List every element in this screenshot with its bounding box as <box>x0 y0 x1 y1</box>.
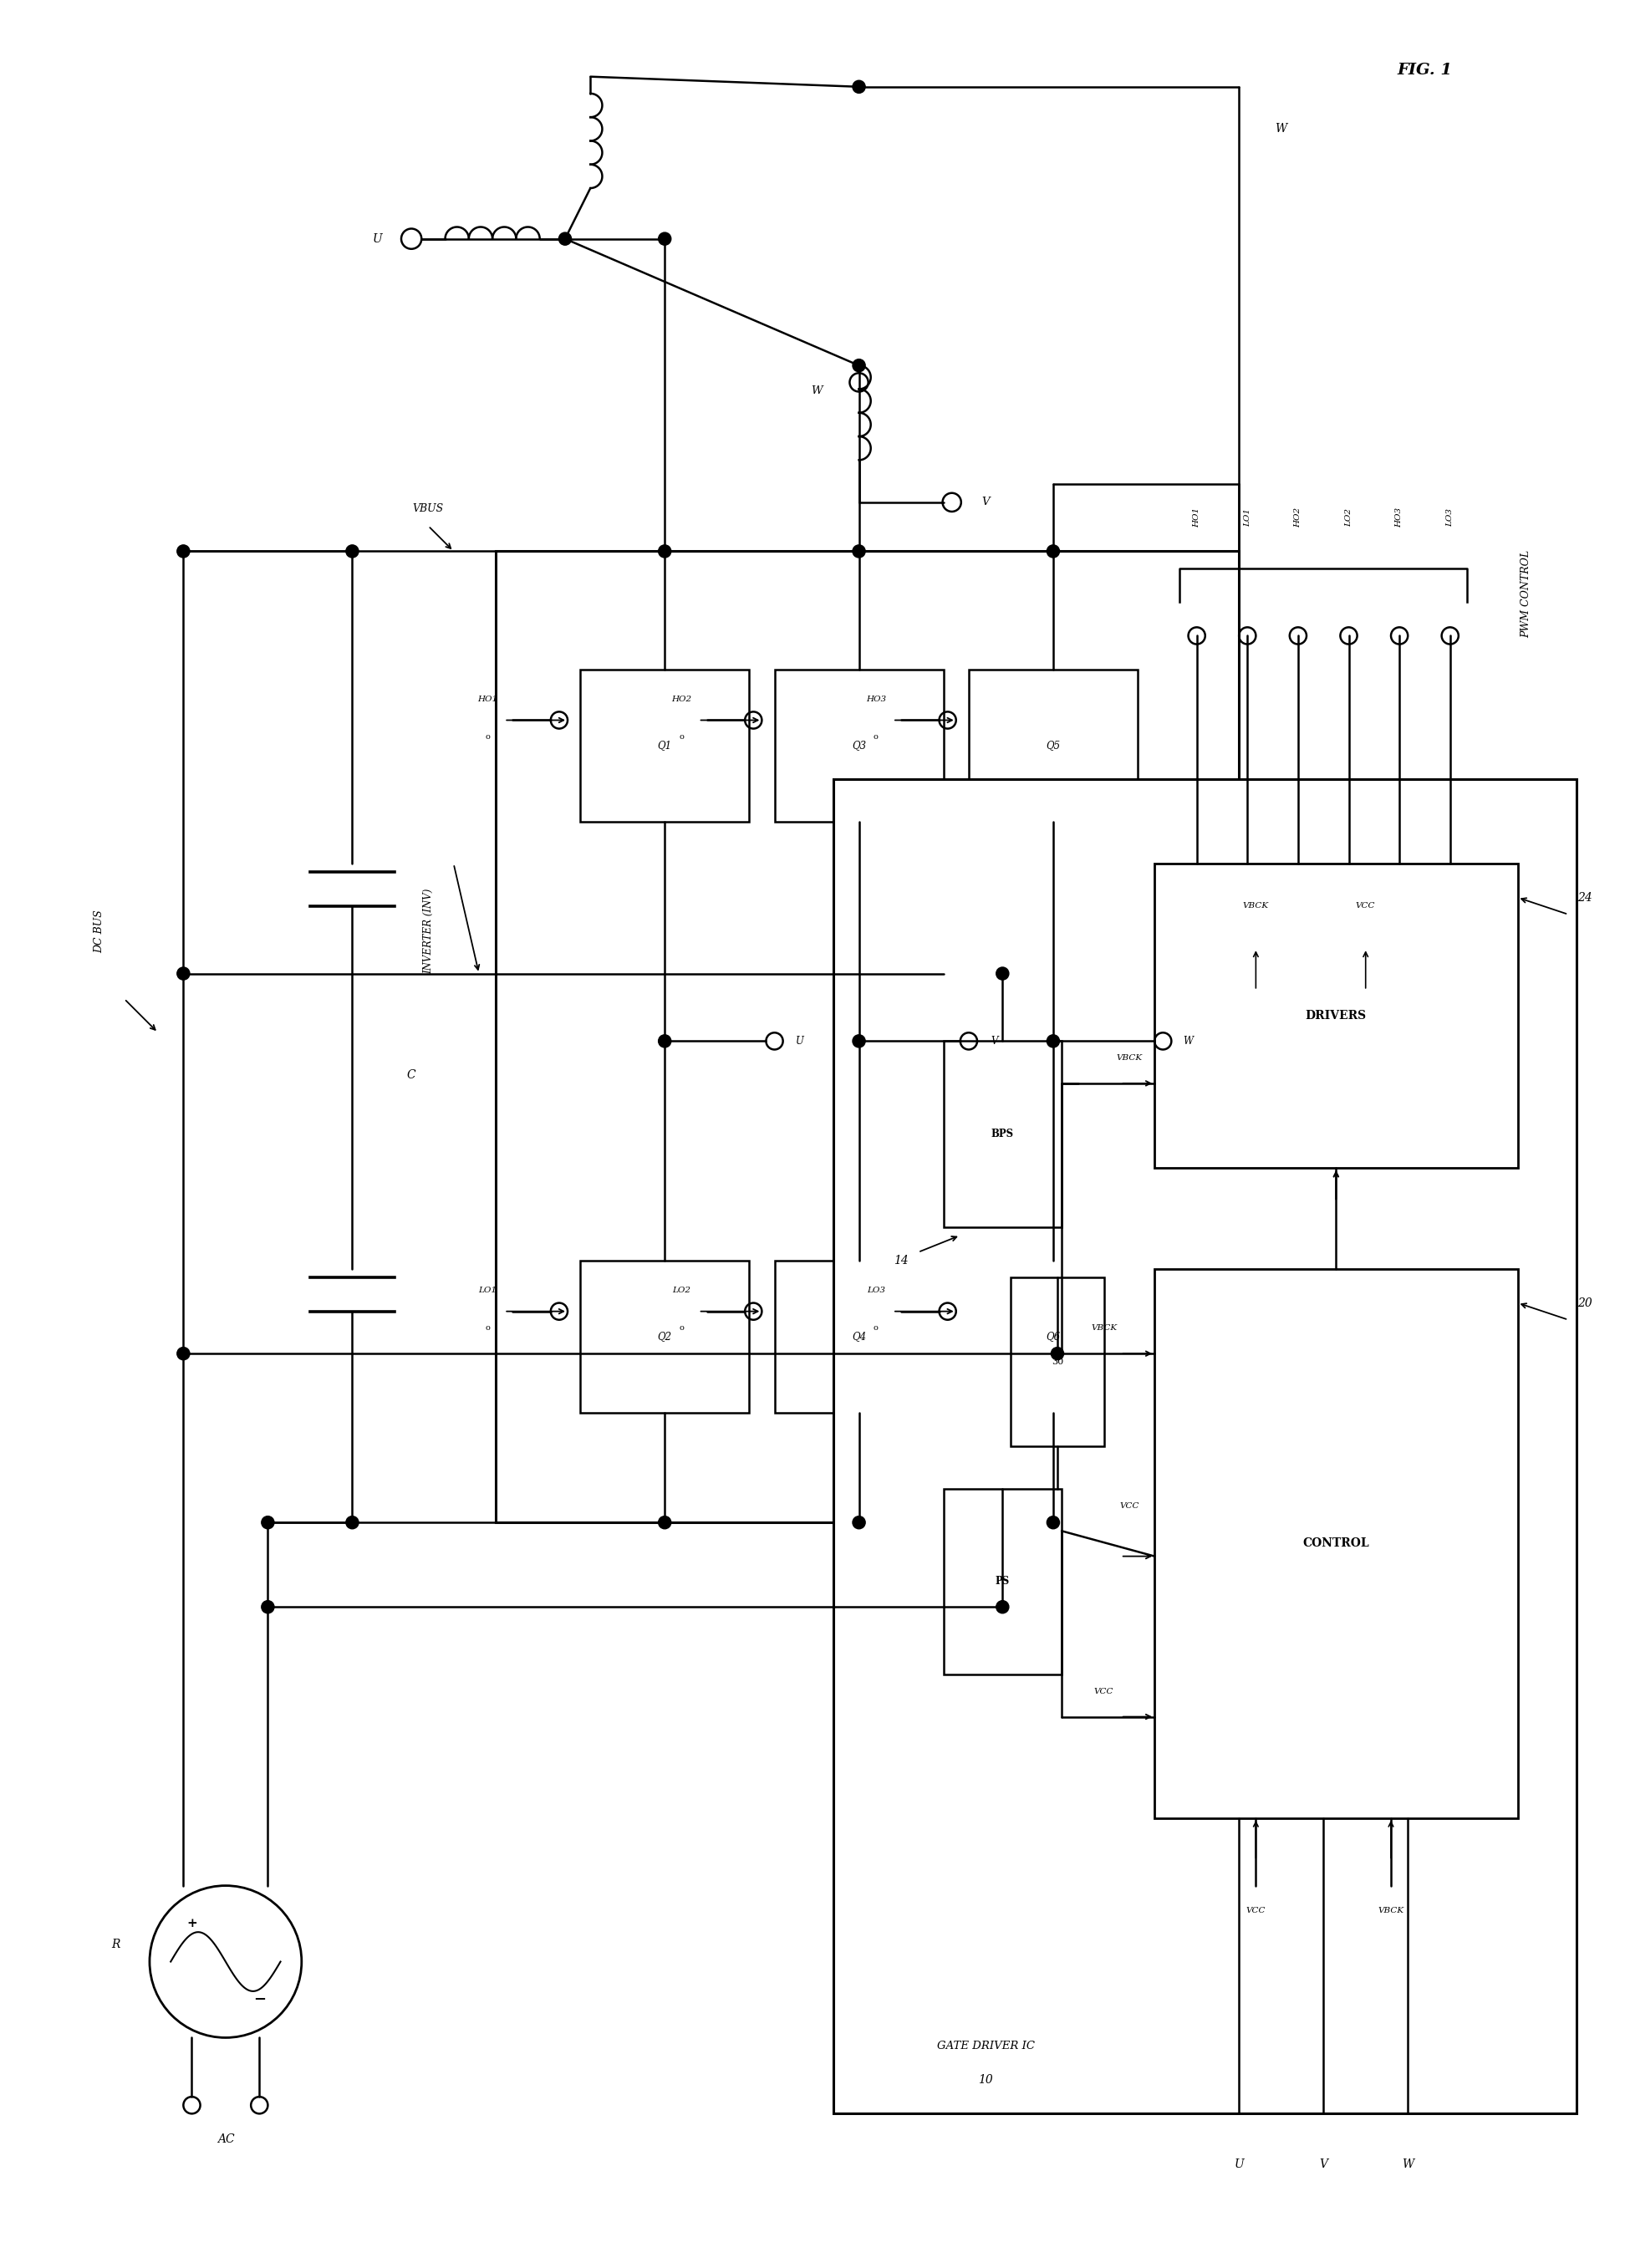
Text: BPS: BPS <box>991 1129 1014 1139</box>
Bar <box>1154 1270 1518 1819</box>
Text: W: W <box>1276 122 1287 134</box>
Circle shape <box>1046 1034 1059 1048</box>
Text: INVERTER (INV): INVERTER (INV) <box>422 889 434 973</box>
Text: VBCK: VBCK <box>1378 1907 1404 1914</box>
Text: R: R <box>112 1939 120 1950</box>
Text: Q5: Q5 <box>1046 739 1061 751</box>
Text: o: o <box>679 1325 684 1331</box>
Circle shape <box>262 1515 275 1529</box>
Bar <box>968 669 1138 821</box>
Circle shape <box>262 1601 275 1613</box>
Text: LO2: LO2 <box>673 1286 691 1295</box>
Text: VCC: VCC <box>1120 1501 1139 1510</box>
Circle shape <box>853 1034 865 1048</box>
Text: DC BUS: DC BUS <box>94 909 104 953</box>
Circle shape <box>177 966 190 980</box>
Text: Q1: Q1 <box>658 739 671 751</box>
Text: VCC: VCC <box>1094 1687 1113 1694</box>
Text: Q6: Q6 <box>1046 1331 1061 1343</box>
Text: C: C <box>406 1068 416 1082</box>
Text: VBCK: VBCK <box>1090 1325 1116 1331</box>
Circle shape <box>853 1515 865 1529</box>
Circle shape <box>1046 544 1059 558</box>
Bar <box>944 1041 1061 1227</box>
Circle shape <box>996 966 1009 980</box>
Bar <box>944 1488 1061 1674</box>
Bar <box>580 669 749 821</box>
Text: V: V <box>982 497 990 508</box>
Text: HO2: HO2 <box>671 696 692 703</box>
Text: HO2: HO2 <box>1294 508 1302 528</box>
Text: HO1: HO1 <box>1193 508 1201 528</box>
Text: o: o <box>484 733 489 742</box>
Text: PWM CONTROL: PWM CONTROL <box>1521 549 1531 637</box>
Text: U: U <box>372 234 382 245</box>
Text: DRIVERS: DRIVERS <box>1305 1009 1367 1021</box>
Text: U: U <box>1233 2159 1243 2170</box>
Text: CONTROL: CONTROL <box>1303 1538 1370 1549</box>
Text: V: V <box>1320 2159 1328 2170</box>
Bar <box>1011 1277 1103 1447</box>
Circle shape <box>658 1034 671 1048</box>
Text: −: − <box>254 1991 267 2007</box>
Text: Q4: Q4 <box>852 1331 866 1343</box>
Text: AC: AC <box>218 2134 234 2146</box>
Circle shape <box>853 358 865 372</box>
Text: PS: PS <box>995 1576 1009 1588</box>
Circle shape <box>1046 1515 1059 1529</box>
Text: o: o <box>873 1325 878 1331</box>
Circle shape <box>177 544 190 558</box>
Text: HO1: HO1 <box>478 696 497 703</box>
Text: 20: 20 <box>1578 1297 1593 1309</box>
Text: 30: 30 <box>1051 1359 1063 1365</box>
Text: FIG. 1: FIG. 1 <box>1398 61 1453 77</box>
Bar <box>775 669 944 821</box>
Text: LO1: LO1 <box>478 1286 497 1295</box>
Circle shape <box>996 1601 1009 1613</box>
Text: VCC: VCC <box>1355 903 1375 909</box>
Circle shape <box>853 544 865 558</box>
Text: W: W <box>811 386 822 397</box>
Bar <box>580 1261 749 1413</box>
Circle shape <box>658 231 671 245</box>
Text: V: V <box>991 1036 998 1046</box>
Text: Q2: Q2 <box>658 1331 671 1343</box>
Text: LO3: LO3 <box>1446 508 1454 526</box>
Bar <box>775 1261 944 1413</box>
Text: VBCK: VBCK <box>1116 1055 1142 1061</box>
Circle shape <box>1051 1347 1064 1361</box>
Text: Q3: Q3 <box>852 739 866 751</box>
Text: VCC: VCC <box>1246 1907 1266 1914</box>
Text: GATE DRIVER IC: GATE DRIVER IC <box>936 2041 1035 2053</box>
Circle shape <box>346 544 359 558</box>
Text: 10: 10 <box>978 2073 993 2087</box>
Circle shape <box>177 1347 190 1361</box>
Text: W: W <box>1183 1036 1193 1046</box>
Bar <box>496 551 1238 1522</box>
Circle shape <box>658 544 671 558</box>
Text: HO3: HO3 <box>1396 508 1402 528</box>
Text: LO2: LO2 <box>1345 508 1352 526</box>
Circle shape <box>658 1515 671 1529</box>
Text: U: U <box>796 1036 804 1046</box>
Text: LO3: LO3 <box>866 1286 886 1295</box>
Text: W: W <box>1402 2159 1414 2170</box>
Text: o: o <box>679 733 684 742</box>
Text: o: o <box>873 733 878 742</box>
Text: LO1: LO1 <box>1243 508 1251 526</box>
Text: 14: 14 <box>894 1254 908 1266</box>
Bar <box>968 1261 1138 1413</box>
Text: o: o <box>484 1325 489 1331</box>
Circle shape <box>853 79 865 93</box>
Text: VBUS: VBUS <box>413 503 444 515</box>
Text: HO3: HO3 <box>866 696 886 703</box>
Text: VBCK: VBCK <box>1243 903 1269 909</box>
Bar <box>1154 864 1518 1168</box>
Circle shape <box>559 231 572 245</box>
Text: 24: 24 <box>1578 891 1593 903</box>
Text: +: + <box>187 1919 197 1930</box>
Bar <box>834 780 1576 2114</box>
Circle shape <box>346 1515 359 1529</box>
